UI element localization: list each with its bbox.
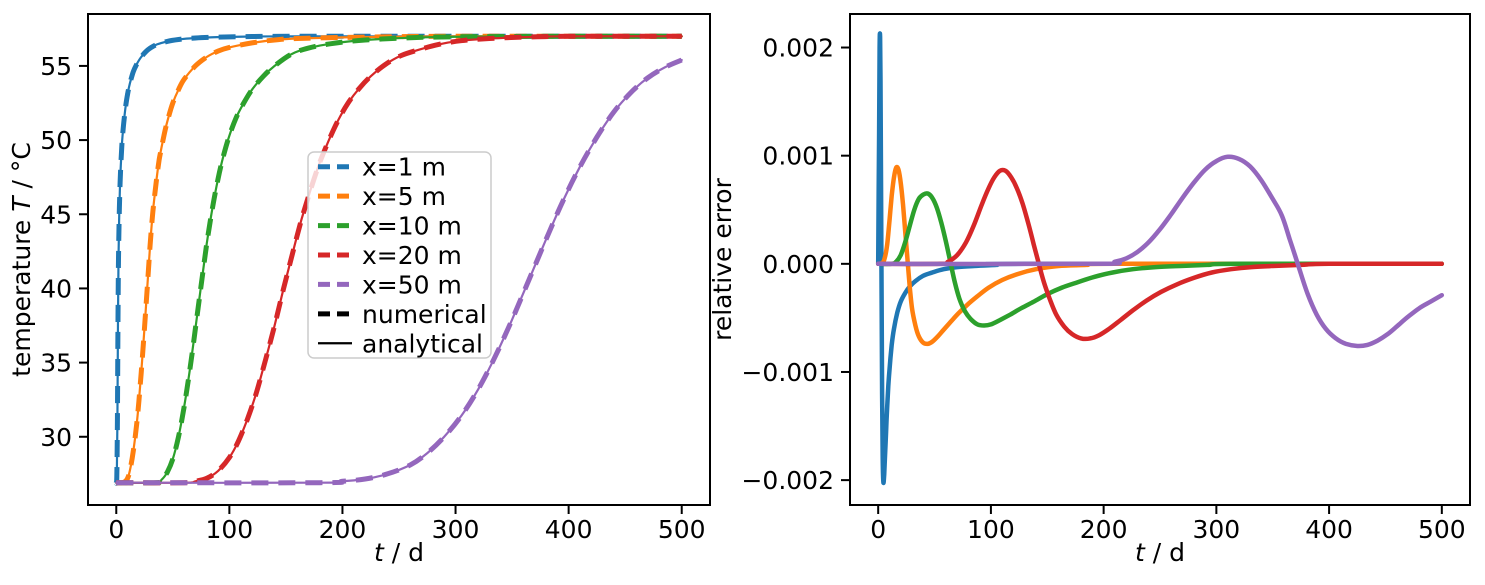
y-tick-label: 40 xyxy=(40,274,72,303)
x-tick-label: 200 xyxy=(319,515,367,544)
legend: x=1 mx=5 mx=10 mx=20 mx=50 mnumericalana… xyxy=(307,151,492,359)
x-tick-label: 100 xyxy=(967,515,1015,544)
x-axis-label-part: / d xyxy=(1145,538,1185,567)
y-tick-label: 55 xyxy=(40,52,72,81)
x-tick-label: 0 xyxy=(108,515,124,544)
error-series-x-5-m xyxy=(875,164,1445,347)
y-tick-label: 0.001 xyxy=(762,142,834,171)
y-tick-label: −0.002 xyxy=(741,466,834,495)
legend-label-x-10-m: x=10 m xyxy=(362,212,462,241)
x-tick-label: 300 xyxy=(1193,515,1241,544)
x-axis-label: t / d xyxy=(1135,538,1185,567)
y-tick-label: 30 xyxy=(40,423,72,452)
legend-label-x-1-m: x=1 m xyxy=(362,153,446,182)
y-axis-label-part: relative error xyxy=(708,177,737,340)
series-x-5-m-numerical xyxy=(116,33,682,486)
y-tick-label: 50 xyxy=(40,126,72,155)
y-axis-label: temperature T / °C xyxy=(7,142,36,377)
series-x-50-m-numerical xyxy=(116,57,683,486)
x-tick-label: 100 xyxy=(206,515,254,544)
error-series-x-10-m xyxy=(875,191,1445,328)
x-tick-label: 500 xyxy=(658,515,706,544)
series-x-10-m-numerical xyxy=(116,33,682,486)
x-tick-label: 500 xyxy=(1418,515,1466,544)
legend-label-x-20-m: x=20 m xyxy=(362,241,462,270)
x-axis-label: t / d xyxy=(374,538,424,567)
x-axis-label-part: t xyxy=(1135,538,1146,567)
y-tick-label: 0.000 xyxy=(762,250,834,279)
x-tick-label: 400 xyxy=(545,515,593,544)
x-axis-label-part: t xyxy=(374,538,385,567)
plot-area xyxy=(850,14,1470,505)
error-series-x-50-m xyxy=(875,154,1445,349)
y-axis-label: relative error xyxy=(708,177,737,340)
x-tick-label: 300 xyxy=(432,515,480,544)
x-tick-label: 0 xyxy=(870,515,886,544)
legend-label-x-50-m: x=50 m xyxy=(362,270,462,299)
x-tick-label: 400 xyxy=(1305,515,1353,544)
x-axis-label-part: / d xyxy=(384,538,424,567)
y-axis-label-part: / °C xyxy=(7,142,36,196)
y-tick-label: 45 xyxy=(40,200,72,229)
temperature-plot: 0 100 200 300 400 500 30 35 40 45 50 55 t / d tempera… xyxy=(7,13,711,567)
y-axis-label-part: T xyxy=(7,195,36,212)
y-tick-label: −0.001 xyxy=(741,358,834,387)
legend-label-analytical: analytical xyxy=(362,329,483,358)
series-x-1-m-numerical xyxy=(113,33,682,486)
axes-spines xyxy=(849,13,1471,506)
axes-spines xyxy=(87,13,711,506)
y-tick-label: 35 xyxy=(40,349,72,378)
y-axis-label-part: temperature xyxy=(7,212,36,377)
x-tick-label: 200 xyxy=(1080,515,1128,544)
legend-box xyxy=(307,151,492,359)
relative-error-plot: 0 100 200 300 400 500 −0.002 −0.001 0.000 0.001 0.… xyxy=(708,13,1471,567)
error-series-x-20-m xyxy=(875,167,1445,342)
y-tick-label: 0.002 xyxy=(762,34,834,63)
error-series-x-1-m xyxy=(875,31,1445,486)
legend-label-numerical: numerical xyxy=(362,300,487,329)
legend-label-x-5-m: x=5 m xyxy=(362,182,446,211)
